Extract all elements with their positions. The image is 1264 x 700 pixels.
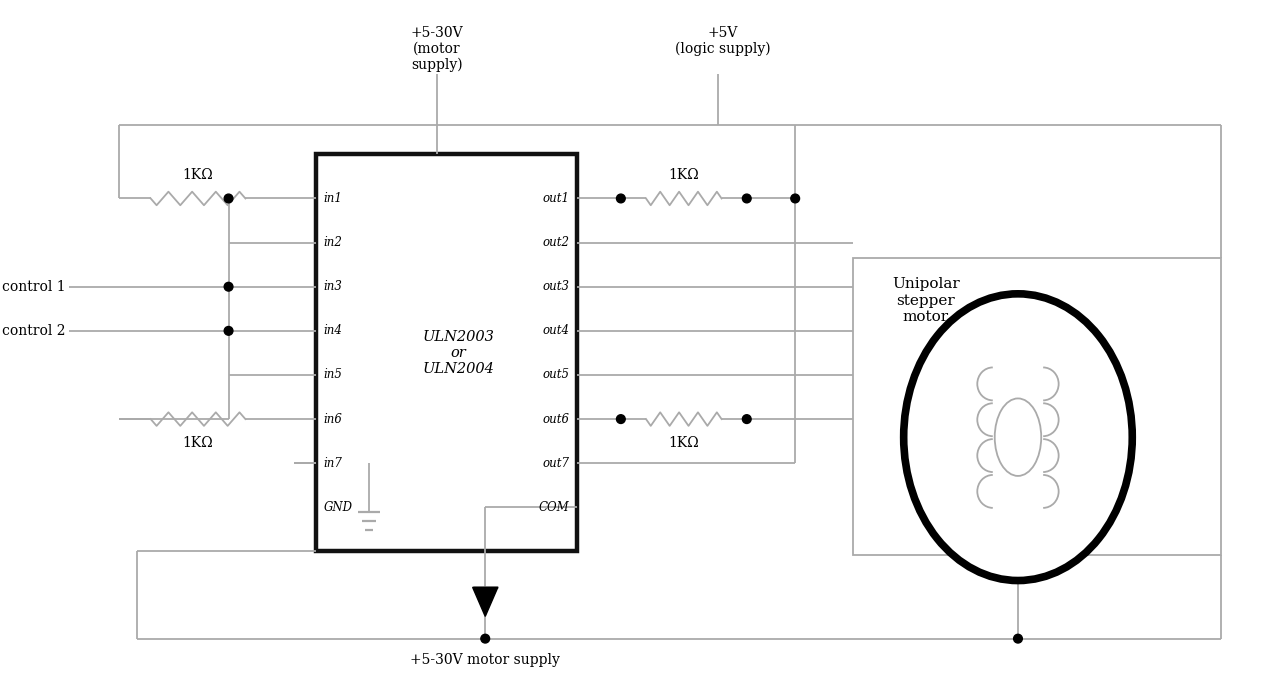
Text: 1KΩ: 1KΩ xyxy=(669,168,699,182)
Ellipse shape xyxy=(904,294,1133,580)
Text: in7: in7 xyxy=(324,456,343,470)
Circle shape xyxy=(791,194,800,203)
Circle shape xyxy=(1014,634,1023,643)
Text: control 2: control 2 xyxy=(3,324,66,338)
Text: out1: out1 xyxy=(542,192,570,205)
Text: out4: out4 xyxy=(542,324,570,337)
Text: +5-30V motor supply: +5-30V motor supply xyxy=(411,653,560,667)
Circle shape xyxy=(224,326,233,335)
Text: in5: in5 xyxy=(324,368,343,382)
Text: in4: in4 xyxy=(324,324,343,337)
Text: control 1: control 1 xyxy=(3,280,66,294)
Circle shape xyxy=(742,194,751,203)
Text: out6: out6 xyxy=(542,412,570,426)
Circle shape xyxy=(224,282,233,291)
Circle shape xyxy=(617,194,626,203)
Text: out2: out2 xyxy=(542,236,570,249)
Text: out3: out3 xyxy=(542,280,570,293)
Text: in6: in6 xyxy=(324,412,343,426)
Text: Unipolar
stepper
motor: Unipolar stepper motor xyxy=(892,277,959,324)
Circle shape xyxy=(617,414,626,424)
Circle shape xyxy=(480,634,489,643)
Text: +5-30V
(motor
supply): +5-30V (motor supply) xyxy=(411,25,463,72)
Text: out7: out7 xyxy=(542,456,570,470)
Text: in1: in1 xyxy=(324,192,343,205)
Text: 1KΩ: 1KΩ xyxy=(183,168,214,182)
Circle shape xyxy=(742,414,751,424)
Text: +5V
(logic supply): +5V (logic supply) xyxy=(675,25,770,56)
Text: in3: in3 xyxy=(324,280,343,293)
Ellipse shape xyxy=(995,398,1042,476)
Polygon shape xyxy=(473,587,498,617)
Text: COM: COM xyxy=(538,500,570,514)
Circle shape xyxy=(224,194,233,203)
Text: 1KΩ: 1KΩ xyxy=(183,435,214,449)
Text: ULN2003
or
ULN2004: ULN2003 or ULN2004 xyxy=(422,330,494,376)
Bar xyxy=(853,258,1221,555)
Text: 1KΩ: 1KΩ xyxy=(669,435,699,449)
Text: in2: in2 xyxy=(324,236,343,249)
Text: GND: GND xyxy=(324,500,353,514)
Text: out5: out5 xyxy=(542,368,570,382)
Bar xyxy=(316,154,578,552)
